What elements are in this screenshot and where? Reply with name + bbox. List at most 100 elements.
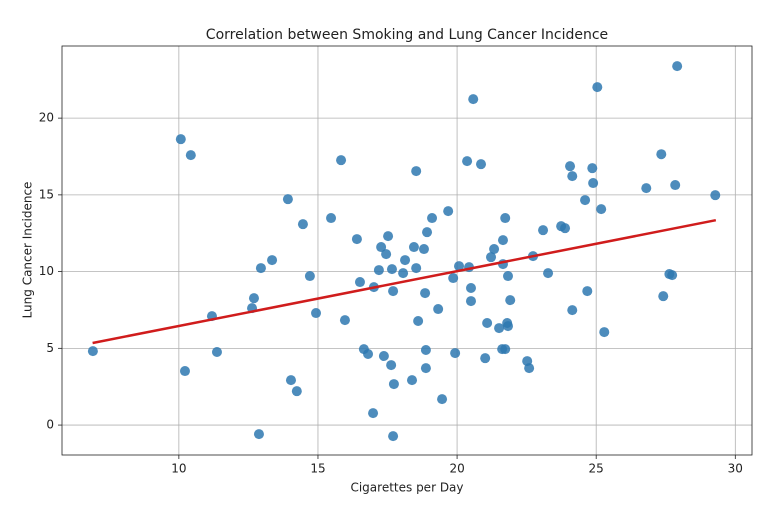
point — [462, 156, 473, 167]
x-axis-label: Cigarettes per Day — [350, 481, 463, 495]
point — [376, 242, 387, 253]
y-axis-label: Lung Cancer Incidence — [21, 182, 35, 319]
point — [388, 286, 399, 297]
trend-line — [92, 218, 717, 345]
point — [565, 161, 576, 172]
point — [710, 190, 721, 201]
y-tick-label: 15 — [39, 187, 54, 201]
x-tick-label: 10 — [171, 462, 186, 476]
point — [433, 304, 444, 315]
point — [248, 293, 259, 304]
point — [413, 316, 424, 327]
point — [311, 308, 322, 319]
chart-title: Correlation between Smoking and Lung Can… — [206, 27, 608, 43]
point — [486, 252, 497, 263]
point — [87, 346, 98, 357]
point — [388, 379, 399, 390]
point — [422, 227, 433, 238]
point — [667, 270, 678, 281]
point — [587, 163, 598, 174]
point — [411, 166, 422, 177]
point — [386, 360, 397, 371]
point — [253, 429, 264, 440]
point — [381, 249, 392, 260]
point — [351, 234, 362, 245]
point — [304, 271, 315, 282]
point — [383, 231, 394, 242]
point — [468, 94, 479, 105]
point — [437, 394, 448, 405]
point — [378, 351, 389, 362]
point — [285, 375, 296, 386]
point — [454, 261, 465, 272]
point — [407, 375, 418, 386]
point — [179, 366, 190, 377]
y-tick-label: 5 — [46, 341, 54, 355]
point — [450, 348, 461, 359]
point — [386, 264, 397, 275]
point — [418, 244, 429, 255]
point — [524, 363, 535, 374]
x-tick-label: 15 — [310, 462, 325, 476]
x-tick-label: 30 — [728, 462, 743, 476]
point — [400, 255, 411, 266]
point — [465, 283, 476, 294]
point — [267, 255, 278, 266]
point — [505, 295, 516, 306]
point — [567, 305, 578, 316]
point — [670, 180, 681, 191]
point — [420, 288, 431, 299]
point — [596, 204, 607, 215]
point — [672, 61, 683, 72]
y-tick-label: 10 — [39, 264, 54, 278]
point — [411, 263, 422, 274]
point — [489, 244, 500, 255]
point — [420, 363, 431, 374]
point — [641, 183, 652, 194]
point — [588, 178, 599, 189]
y-tick-label: 0 — [46, 418, 54, 432]
x-tick-label: 20 — [449, 462, 464, 476]
point — [502, 271, 513, 282]
point — [560, 223, 571, 234]
point — [448, 273, 459, 284]
point — [443, 206, 454, 217]
y-tick-label: 20 — [39, 111, 54, 125]
point — [592, 82, 603, 93]
point — [282, 194, 293, 205]
point — [482, 318, 493, 329]
point — [291, 386, 302, 397]
point — [427, 213, 438, 224]
point — [373, 265, 384, 276]
point — [502, 321, 513, 332]
point — [567, 171, 578, 182]
point — [354, 277, 365, 288]
point — [476, 159, 487, 170]
point — [465, 296, 476, 307]
point — [538, 225, 549, 236]
point — [494, 323, 505, 334]
point — [500, 213, 511, 224]
point — [388, 431, 399, 442]
point — [363, 349, 374, 360]
point — [408, 242, 419, 253]
point — [658, 291, 669, 302]
plot-frame — [61, 45, 753, 456]
point — [398, 268, 409, 279]
point — [255, 263, 266, 274]
point — [656, 149, 667, 160]
point — [543, 268, 554, 279]
point — [480, 353, 491, 364]
point — [500, 344, 511, 355]
point — [211, 347, 222, 358]
x-tick-label: 25 — [589, 462, 604, 476]
point — [497, 235, 508, 246]
point — [599, 327, 610, 338]
point — [580, 195, 591, 206]
point — [185, 150, 196, 161]
point — [297, 219, 308, 230]
point — [339, 315, 350, 326]
point — [368, 408, 379, 419]
point — [326, 213, 337, 224]
